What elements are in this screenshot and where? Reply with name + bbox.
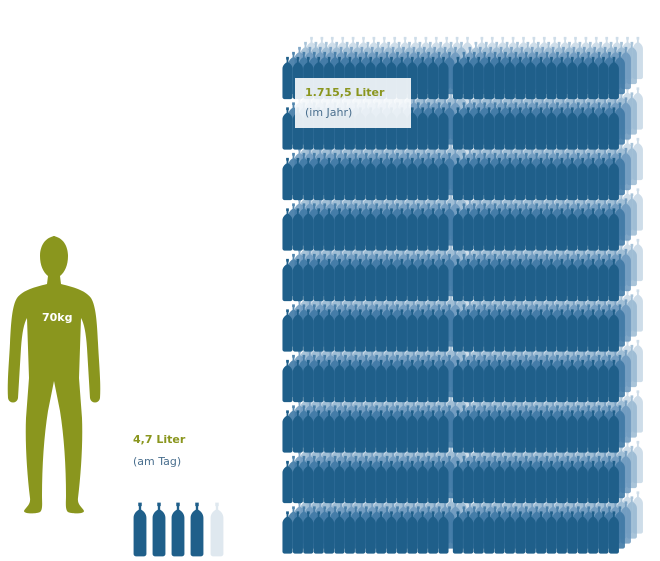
daily-bottles bbox=[133, 502, 224, 557]
bottle bbox=[133, 502, 147, 557]
bottle bbox=[190, 502, 204, 557]
daily-period: (am Tag) bbox=[133, 455, 181, 468]
human-silhouette bbox=[7, 236, 101, 514]
bottle-empty bbox=[210, 502, 224, 557]
yearly-period: (im Jahr) bbox=[305, 106, 352, 119]
yearly-amount: 1.715,5 Liter bbox=[305, 86, 385, 99]
weight-label: 70kg bbox=[42, 311, 73, 324]
bottle bbox=[171, 502, 185, 557]
bottle bbox=[152, 502, 166, 557]
label-box bbox=[295, 78, 411, 128]
daily-amount: 4,7 Liter bbox=[133, 433, 186, 446]
